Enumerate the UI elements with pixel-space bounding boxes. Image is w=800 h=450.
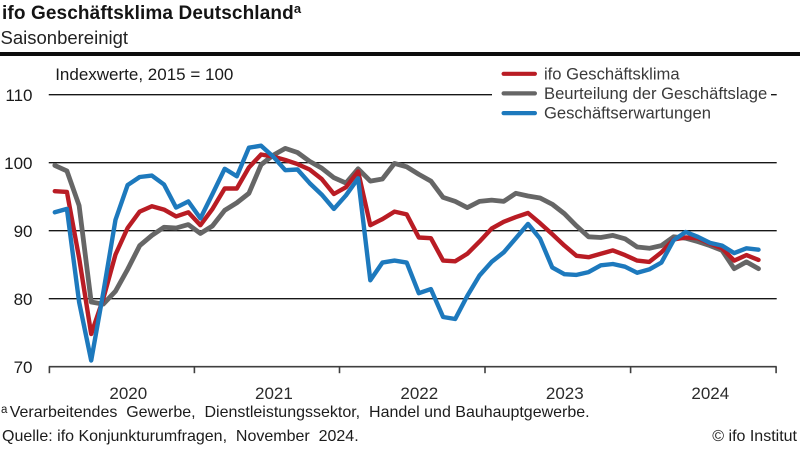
svg-text:110: 110 [5, 86, 32, 105]
svg-text:2021: 2021 [255, 384, 293, 403]
svg-text:Beurteilung der Geschäftslage: Beurteilung der Geschäftslage [544, 84, 767, 103]
svg-text:ifo Geschäftsklima: ifo Geschäftsklima [544, 64, 680, 83]
svg-text:90: 90 [14, 222, 33, 241]
svg-text:Indexwerte, 2015 = 100: Indexwerte, 2015 = 100 [55, 65, 233, 84]
svg-text:2020: 2020 [109, 384, 147, 403]
svg-text:70: 70 [14, 358, 33, 377]
svg-text:100: 100 [4, 154, 32, 173]
svg-text:2022: 2022 [400, 384, 438, 403]
svg-text:2024: 2024 [691, 384, 729, 403]
svg-text:2023: 2023 [546, 384, 584, 403]
svg-text:Geschäftserwartungen: Geschäftserwartungen [544, 104, 711, 123]
svg-text:80: 80 [14, 290, 33, 309]
